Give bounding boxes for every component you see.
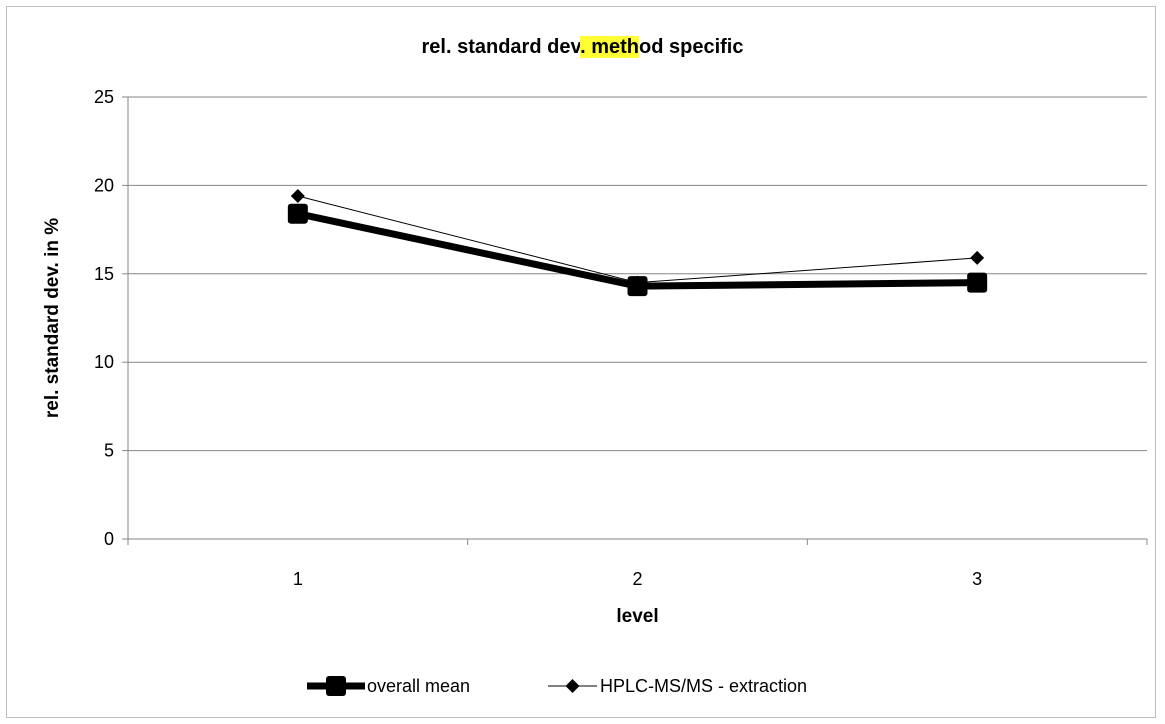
legend-marker-1 <box>326 676 346 696</box>
chart-title-part-1: rel. standard dev <box>421 36 581 58</box>
series-1-point-3 <box>967 272 988 293</box>
y-tick-label-20: 20 <box>94 175 114 195</box>
series-line-1 <box>297 210 978 290</box>
chart-title-part-3: od specific <box>639 36 744 58</box>
series-2-point-1 <box>290 189 305 204</box>
y-tick-label-25: 25 <box>94 87 114 107</box>
legend-label-2: HPLC-MS/MS - extraction <box>600 676 807 696</box>
y-tick-label-0: 0 <box>104 529 114 549</box>
legend-label-1: overall mean <box>367 676 470 696</box>
series-2-point-3 <box>970 250 985 265</box>
series-1-point-2 <box>627 276 648 297</box>
y-tick-label-15: 15 <box>94 264 114 284</box>
x-axis-title: level <box>616 606 658 627</box>
legend-marker-2 <box>565 679 580 693</box>
chart-title: rel. standard dev. method specific <box>0 36 1165 59</box>
series-line-2 <box>297 195 978 284</box>
x-tick-label-1: 1 <box>293 569 303 589</box>
y-tick-label-10: 10 <box>94 352 114 372</box>
chart-title-highlighted-part: . meth <box>580 36 639 58</box>
y-tick-label-5: 5 <box>104 441 114 461</box>
y-axis-title: rel. standard dev. in % <box>42 218 63 418</box>
x-tick-label-3: 3 <box>972 569 982 589</box>
x-tick-label-2: 2 <box>632 569 642 589</box>
series-1-point-1 <box>287 203 308 224</box>
